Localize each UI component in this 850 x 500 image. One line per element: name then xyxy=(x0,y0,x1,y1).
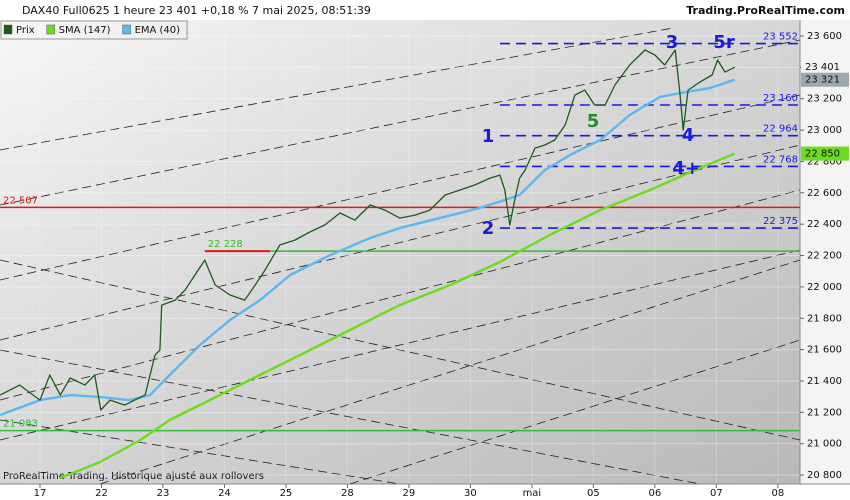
y-tick-label: 23 000 xyxy=(807,125,842,136)
wave-label: 1 xyxy=(482,126,495,147)
x-tick-label: 08 xyxy=(771,488,784,499)
level-label: 22 507 xyxy=(3,195,38,206)
y-tick-label: 21 200 xyxy=(807,407,842,418)
x-tick-label: 22 xyxy=(95,488,108,499)
x-tick-label: 05 xyxy=(587,488,600,499)
x-tick-label: 07 xyxy=(710,488,723,499)
y-tick-label: 21 400 xyxy=(807,376,842,387)
trend-line xyxy=(0,28,676,151)
price-badge xyxy=(801,60,849,75)
wave-label: 5r xyxy=(713,32,735,53)
x-tick-label: 30 xyxy=(464,488,477,499)
y-tick-label: 22 000 xyxy=(807,282,842,293)
wave-label: 4+ xyxy=(672,158,700,179)
header-site: Trading.ProRealTime.com xyxy=(686,4,845,17)
level-label: 22 964 xyxy=(763,124,798,135)
x-tick-label: mai xyxy=(523,488,542,499)
trend-line xyxy=(0,39,800,206)
y-tick-label: 21 000 xyxy=(807,439,842,450)
y-tick-label: 23 200 xyxy=(807,94,842,105)
y-tick-label: 21 800 xyxy=(807,313,842,324)
trend-line xyxy=(0,419,401,484)
legend-label: EMA (40) xyxy=(135,25,181,36)
legend-box xyxy=(0,20,188,40)
level-label: 23 160 xyxy=(763,93,798,104)
trend-line xyxy=(0,259,800,441)
y-tick-label: 21 600 xyxy=(807,345,842,356)
trend-line xyxy=(99,259,800,484)
y-tick-label: 22 600 xyxy=(807,188,842,199)
series-line xyxy=(0,49,736,411)
footer: ProRealTime Trading. Historique ajusté a… xyxy=(3,470,264,482)
trend-lines xyxy=(0,28,800,484)
trend-line xyxy=(349,339,800,484)
wave-label: 4 xyxy=(682,125,695,146)
x-tick-label: 17 xyxy=(34,488,47,499)
price-badge-label: 22 850 xyxy=(805,149,840,160)
level-label: 22 375 xyxy=(763,216,798,227)
legend-label: Prix xyxy=(16,25,35,36)
price-badge-label: 23 401 xyxy=(805,62,840,73)
x-tick-label: 23 xyxy=(157,488,170,499)
x-tick-label: 06 xyxy=(649,488,662,499)
price-badge xyxy=(801,146,849,161)
legend-swatch xyxy=(3,24,13,35)
price-badge xyxy=(801,72,849,87)
legend-label: SMA (147) xyxy=(59,25,111,36)
legend-swatch xyxy=(46,24,55,35)
y-tick-label: 22 400 xyxy=(807,219,842,230)
y-tick-label: 22 800 xyxy=(807,156,842,167)
header-title: DAX40 Full0625 1 heure 23 401 +0,18 % 7 … xyxy=(22,4,371,17)
y-tick-label: 20 800 xyxy=(807,470,842,481)
series-line xyxy=(59,152,736,480)
legend-swatch xyxy=(122,24,131,35)
trend-line xyxy=(0,249,800,441)
level-label: 22 228 xyxy=(208,239,243,250)
y-tick-label: 22 200 xyxy=(807,251,842,262)
x-tick-label: 29 xyxy=(403,488,416,499)
wave-label: 3 xyxy=(666,32,679,53)
level-label: 21 083 xyxy=(3,419,38,430)
x-tick-label: 25 xyxy=(280,488,293,499)
x-tick-label: 28 xyxy=(341,488,354,499)
trend-line xyxy=(0,189,800,401)
plot xyxy=(0,28,800,484)
price-badge-label: 23 321 xyxy=(805,75,840,86)
level-label: 23 552 xyxy=(763,32,798,43)
y-axis-area xyxy=(800,20,850,484)
wave-label: 2 xyxy=(482,218,495,239)
wave-label: 5 xyxy=(587,111,600,132)
level-label: 22 768 xyxy=(763,154,798,165)
x-tick-label: 24 xyxy=(218,488,231,499)
plot-area xyxy=(0,20,800,484)
trend-line xyxy=(0,144,800,341)
y-tick-label: 23 600 xyxy=(807,31,842,42)
trend-line xyxy=(0,94,800,281)
trend-line xyxy=(0,349,701,484)
series-line xyxy=(0,78,736,417)
